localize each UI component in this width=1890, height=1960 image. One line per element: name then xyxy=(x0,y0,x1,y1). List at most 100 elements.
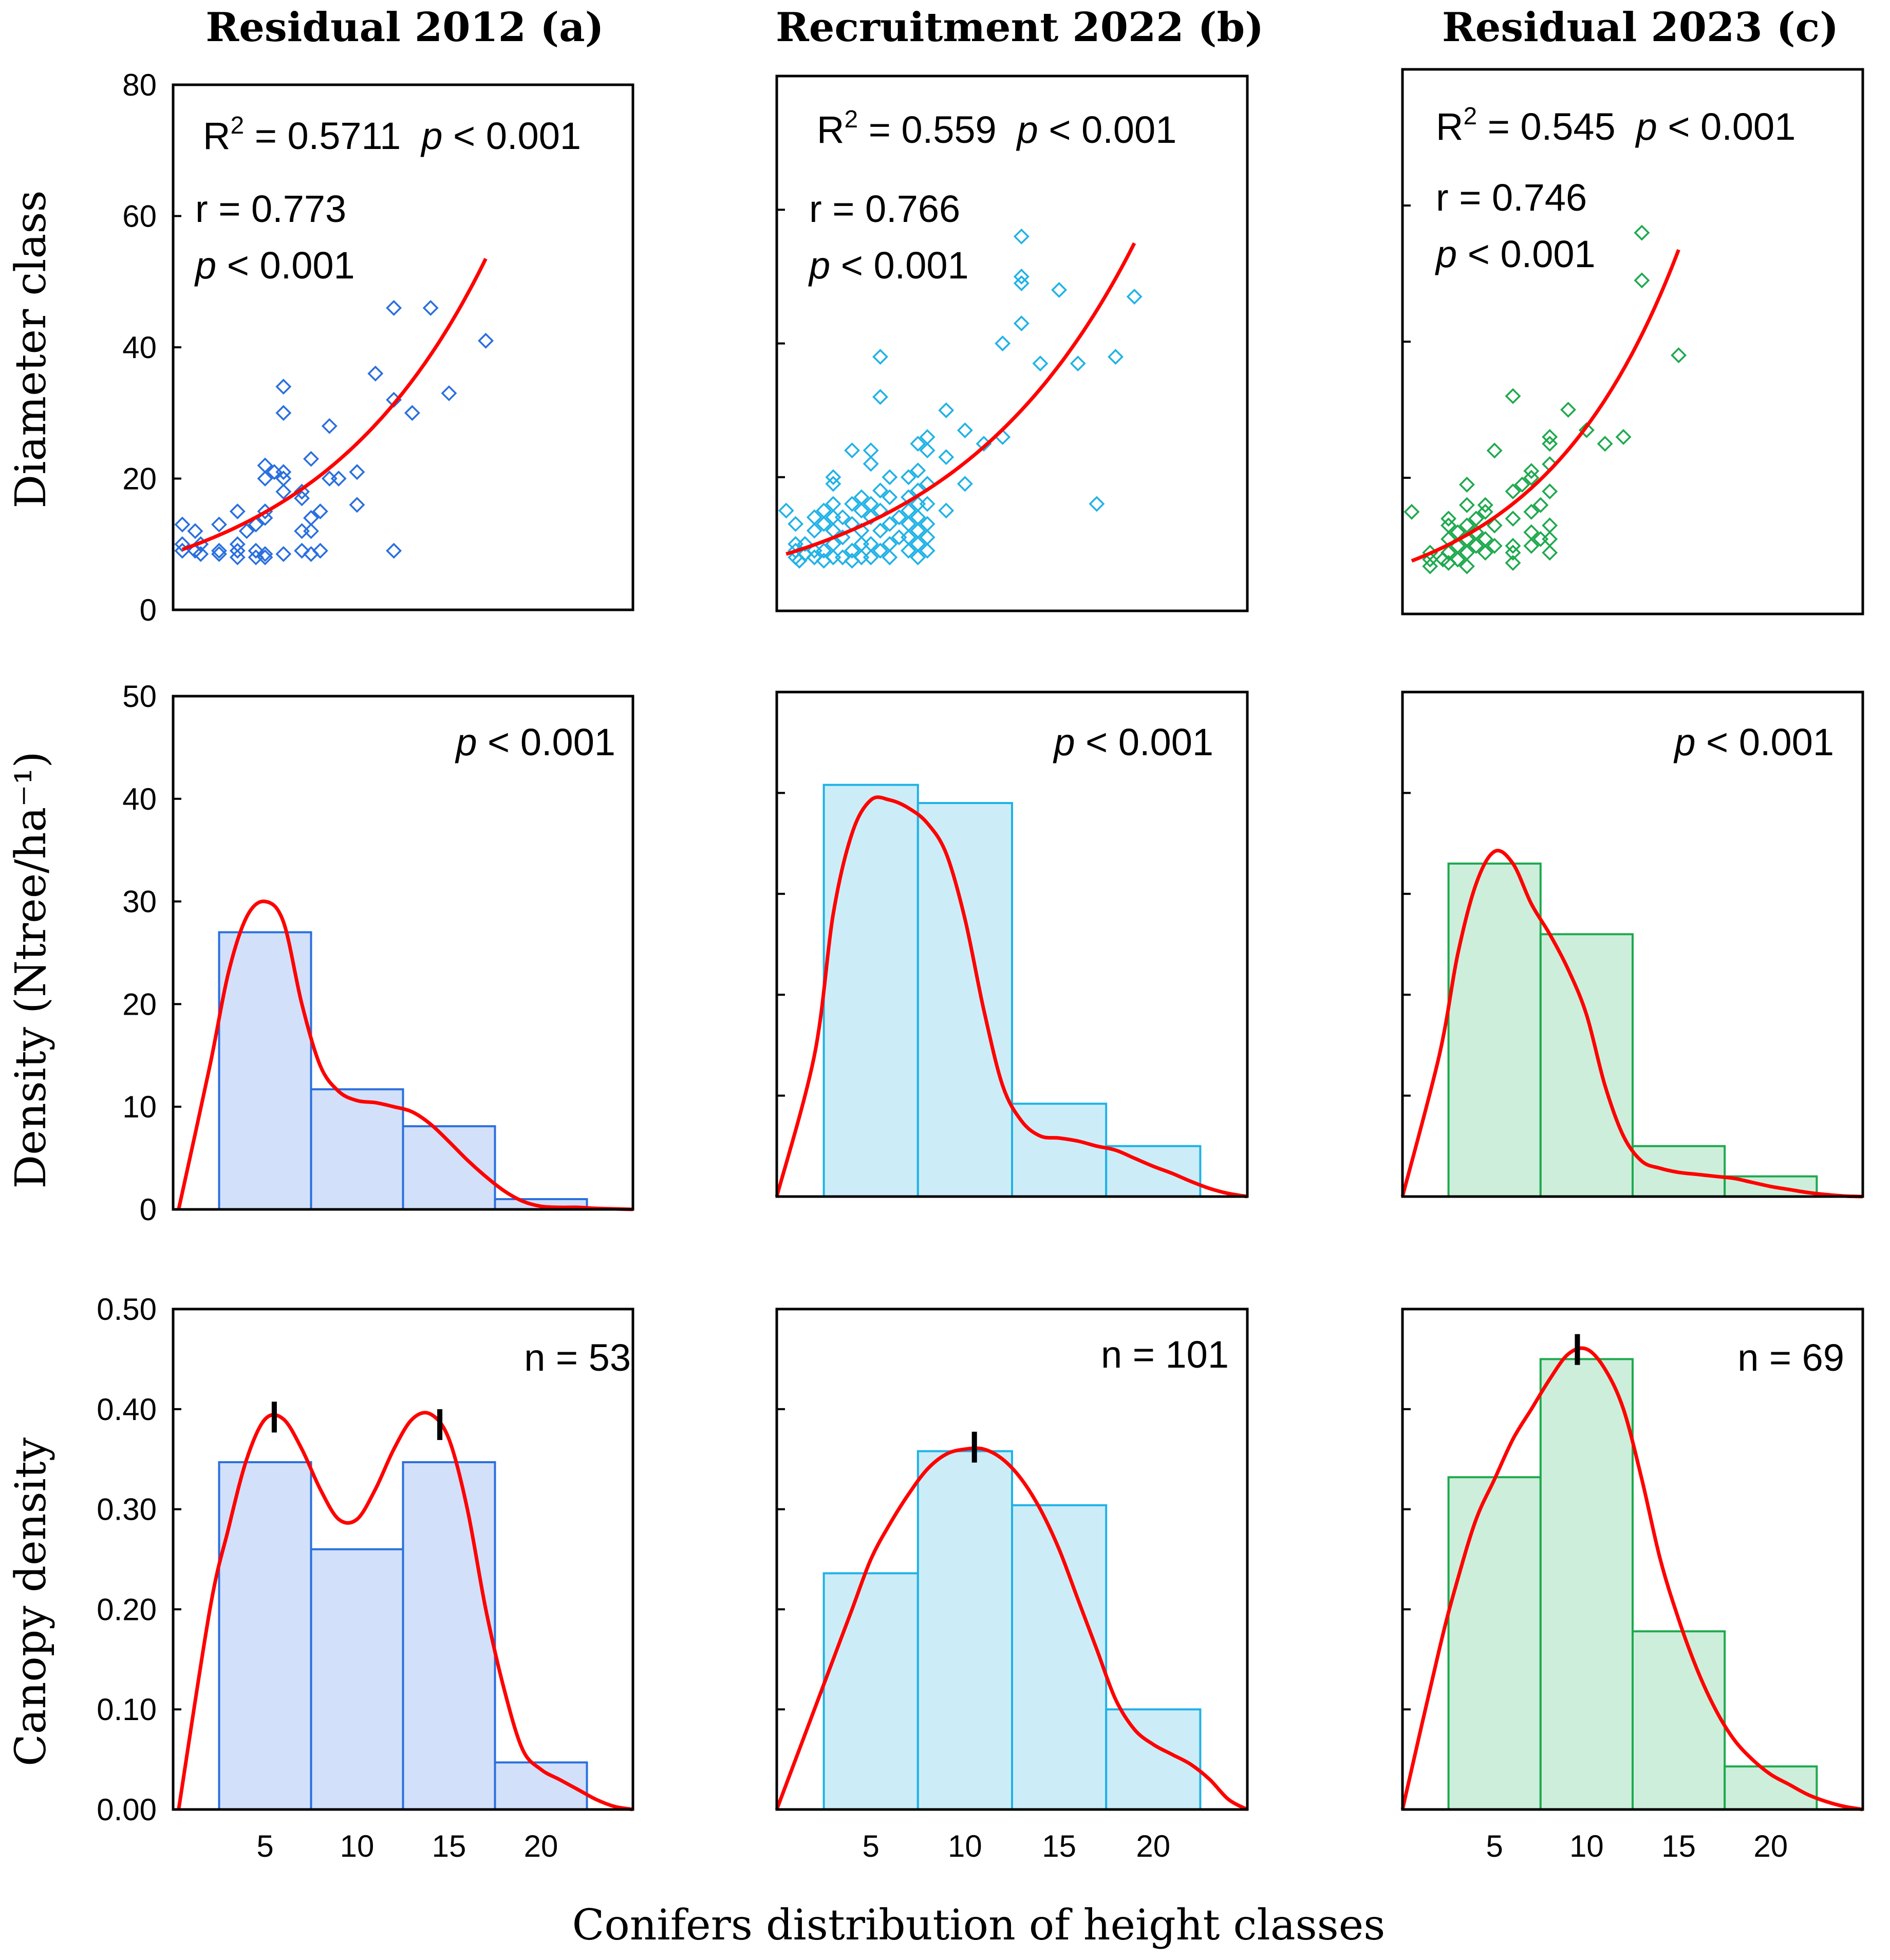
data-point xyxy=(825,476,841,492)
y-axis-title-density: Density (Ntree/ha⁻¹) xyxy=(7,751,55,1188)
data-point xyxy=(1542,531,1558,547)
y-tick-label: 80 xyxy=(122,68,157,102)
data-point xyxy=(294,490,310,507)
data-point xyxy=(303,510,319,526)
data-point xyxy=(386,300,402,316)
data-point xyxy=(211,546,227,562)
data-point xyxy=(1013,228,1030,245)
data-point xyxy=(1542,545,1558,561)
data-point xyxy=(901,502,916,519)
data-point xyxy=(1532,497,1549,513)
p-value: < 0.001 xyxy=(443,115,582,157)
p-symbol: p xyxy=(1673,721,1695,763)
histogram-bar xyxy=(1447,1476,1542,1810)
r2-label: R xyxy=(1436,105,1463,148)
data-point xyxy=(1505,483,1521,499)
y-tick-label: 0 xyxy=(140,1192,157,1227)
panel-frame xyxy=(775,1308,1249,1811)
y-tick-label: 0.50 xyxy=(97,1292,157,1327)
data-point xyxy=(910,536,926,552)
data-point xyxy=(193,546,209,562)
data-point xyxy=(312,503,328,519)
x-tick-label: 10 xyxy=(1569,1829,1604,1863)
data-point xyxy=(891,509,907,526)
panel-b-canopy: 5 10 15 20 xyxy=(775,1308,1249,1863)
data-point xyxy=(872,482,888,499)
panel-frame xyxy=(172,83,634,611)
data-point xyxy=(1486,538,1503,554)
data-point xyxy=(174,516,191,533)
data-point xyxy=(844,442,860,459)
data-point xyxy=(275,546,292,562)
x-axis-title: Conifers distribution of height classes xyxy=(572,1901,1386,1950)
data-point xyxy=(349,497,365,513)
data-point xyxy=(238,523,255,539)
r2-superscript: 2 xyxy=(1463,103,1477,130)
data-point xyxy=(919,429,935,445)
column-title-c: Residual 2023 (c) xyxy=(1442,4,1839,51)
data-point xyxy=(229,543,246,559)
data-point xyxy=(1486,442,1503,459)
data-point xyxy=(1523,538,1540,554)
p-value: < 0.001 xyxy=(477,721,615,763)
x-tick-label: 10 xyxy=(948,1829,982,1863)
fit-curve xyxy=(1411,249,1680,563)
data-point xyxy=(863,496,879,512)
annotation-r-c: r = 0.746 xyxy=(1436,176,1587,219)
data-point xyxy=(330,471,347,487)
data-point xyxy=(1615,429,1632,445)
data-point xyxy=(806,509,822,526)
data-point xyxy=(863,549,879,566)
y-tick-label: 60 xyxy=(122,199,157,234)
histogram-bar xyxy=(1447,862,1542,1198)
r2-label: R xyxy=(203,115,230,157)
data-point xyxy=(938,402,955,419)
data-point xyxy=(275,483,292,500)
data-point xyxy=(957,476,973,492)
data-point xyxy=(229,536,246,552)
panel-c-diameter xyxy=(1401,68,1864,615)
data-point xyxy=(1505,555,1521,571)
column-title-b: Recruitment 2022 (b) xyxy=(776,4,1264,51)
data-point xyxy=(1477,531,1493,547)
p-symbol: p xyxy=(455,721,477,763)
histogram-bar xyxy=(402,1461,496,1810)
data-point xyxy=(1486,517,1503,534)
data-point xyxy=(1523,524,1540,540)
data-point xyxy=(1032,356,1049,372)
data-point xyxy=(995,335,1011,351)
y-tick-label: 0 xyxy=(140,593,157,627)
data-point xyxy=(863,536,879,552)
data-point xyxy=(1070,356,1086,372)
x-tick-label: 5 xyxy=(256,1829,273,1863)
fit-curve xyxy=(785,242,1136,556)
data-point xyxy=(910,509,926,526)
x-tick-label: 15 xyxy=(1661,1829,1696,1863)
panel-c-canopy: 5 10 15 20 xyxy=(1400,1308,1864,1863)
data-point xyxy=(257,457,273,474)
data-point xyxy=(1051,282,1068,298)
data-point xyxy=(1013,268,1030,285)
annotation-n-c: n = 69 xyxy=(1737,1336,1844,1379)
data-point xyxy=(853,502,870,519)
data-point xyxy=(1542,436,1558,452)
data-point xyxy=(294,543,310,559)
data-point xyxy=(1468,538,1484,554)
y-tick-label: 20 xyxy=(122,462,157,496)
data-point xyxy=(1404,503,1420,520)
r2-value: = 0.545 xyxy=(1477,105,1616,148)
p-symbol: p xyxy=(420,115,442,157)
data-point xyxy=(303,523,319,539)
annotation-density-p-b: p < 0.001 xyxy=(1053,721,1213,763)
p-value: < 0.001 xyxy=(216,244,355,287)
density-curve xyxy=(177,899,633,1211)
x-tick-label: 5 xyxy=(1486,1829,1503,1863)
data-point xyxy=(1542,483,1558,499)
p-value: < 0.001 xyxy=(1075,721,1213,763)
data-point xyxy=(872,389,888,405)
r2-value: = 0.5711 xyxy=(244,115,401,157)
y-axis-title-canopy: Canopy density xyxy=(7,1437,55,1766)
histogram-bar xyxy=(916,1450,1014,1810)
data-point xyxy=(825,469,841,486)
